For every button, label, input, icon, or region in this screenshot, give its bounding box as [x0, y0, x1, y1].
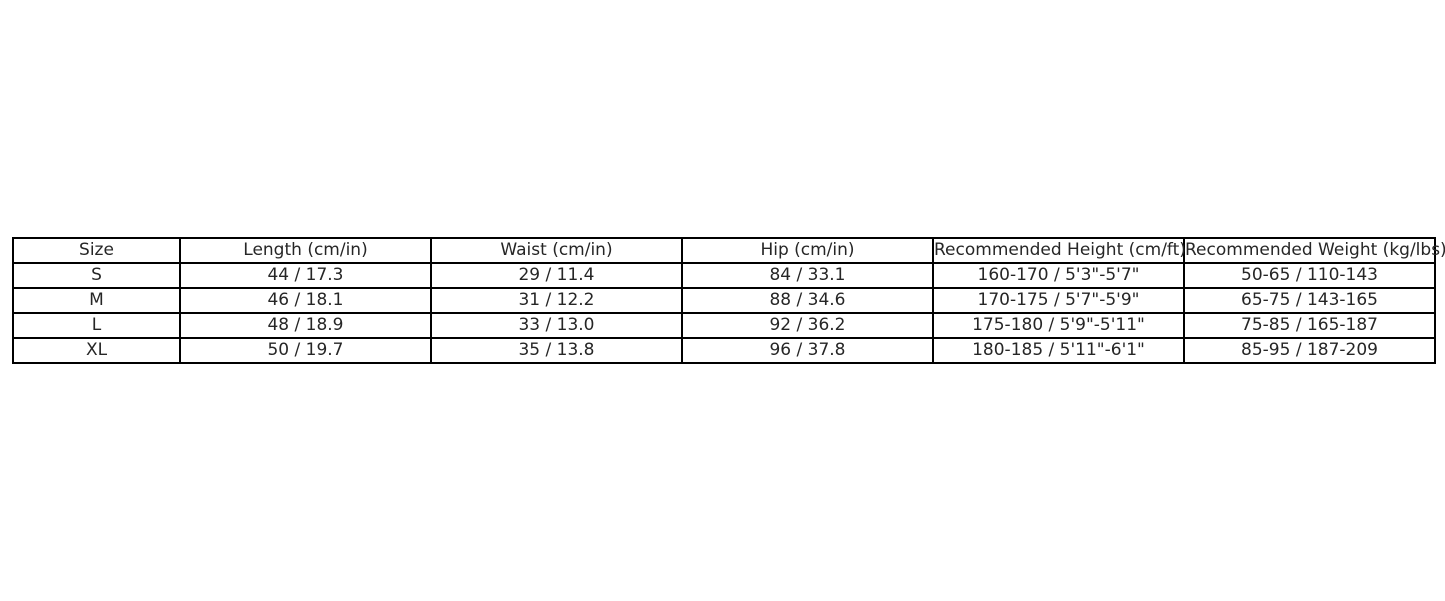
header-cell-recommended-weight-kg-lbs: Recommended Weight (kg/lbs) [1183, 237, 1445, 264]
table-row-s: S 44 / 17.3 29 / 11.4 84 / 33.1 160-170 / 5'… [12, 262, 1436, 289]
header-cell-recommended-height-cm-ft: Recommended Height (cm/ft) [932, 237, 1186, 264]
header-cell-length-cm-in: Length (cm/in) [179, 237, 432, 264]
size-cell-m: M [12, 287, 181, 314]
size-chart-table: Size Length (cm/in) Waist (cm/in) Hip (cm/i… [12, 237, 1445, 364]
value-cell-length-cm-in: 44 / 17.3 [179, 262, 432, 289]
value-cell-recommended-weight-kg-lbs: 85-95 / 187-209 [1183, 337, 1436, 364]
value-cell-hip-cm-in: 84 / 33.1 [681, 262, 934, 289]
size-cell-s: S [12, 262, 181, 289]
table-header-row: Size Length (cm/in) Waist (cm/in) Hip (cm/i… [12, 237, 1445, 264]
value-cell-recommended-weight-kg-lbs: 50-65 / 110-143 [1183, 262, 1436, 289]
value-cell-length-cm-in: 50 / 19.7 [179, 337, 432, 364]
header-cell-size: Size [12, 237, 181, 264]
size-cell-xl: XL [12, 337, 181, 364]
value-cell-waist-cm-in: 29 / 11.4 [430, 262, 683, 289]
value-cell-recommended-height-cm-ft: 175-180 / 5'9"-5'11" [932, 312, 1185, 339]
size-cell-l: L [12, 312, 181, 339]
value-cell-hip-cm-in: 92 / 36.2 [681, 312, 934, 339]
table-row-xl: XL 50 / 19.7 35 / 13.8 96 / 37.8 180-185 / 5… [12, 337, 1436, 364]
value-cell-waist-cm-in: 31 / 12.2 [430, 287, 683, 314]
header-cell-waist-cm-in: Waist (cm/in) [430, 237, 683, 264]
table-header: Size Length (cm/in) Waist (cm/in) Hip (cm/i… [12, 237, 1445, 264]
value-cell-waist-cm-in: 35 / 13.8 [430, 337, 683, 364]
value-cell-length-cm-in: 46 / 18.1 [179, 287, 432, 314]
value-cell-recommended-height-cm-ft: 170-175 / 5'7"-5'9" [932, 287, 1185, 314]
value-cell-recommended-weight-kg-lbs: 65-75 / 143-165 [1183, 287, 1436, 314]
table-row-l: L 48 / 18.9 33 / 13.0 92 / 36.2 175-180 / 5'… [12, 312, 1436, 339]
table-body: S 44 / 17.3 29 / 11.4 84 / 33.1 160-170 / 5'… [12, 262, 1436, 364]
value-cell-waist-cm-in: 33 / 13.0 [430, 312, 683, 339]
value-cell-recommended-height-cm-ft: 180-185 / 5'11"-6'1" [932, 337, 1185, 364]
value-cell-hip-cm-in: 88 / 34.6 [681, 287, 934, 314]
value-cell-recommended-height-cm-ft: 160-170 / 5'3"-5'7" [932, 262, 1185, 289]
value-cell-length-cm-in: 48 / 18.9 [179, 312, 432, 339]
table-row-m: M 46 / 18.1 31 / 12.2 88 / 34.6 170-175 / 5'… [12, 287, 1436, 314]
value-cell-hip-cm-in: 96 / 37.8 [681, 337, 934, 364]
header-cell-hip-cm-in: Hip (cm/in) [681, 237, 934, 264]
value-cell-recommended-weight-kg-lbs: 75-85 / 165-187 [1183, 312, 1436, 339]
